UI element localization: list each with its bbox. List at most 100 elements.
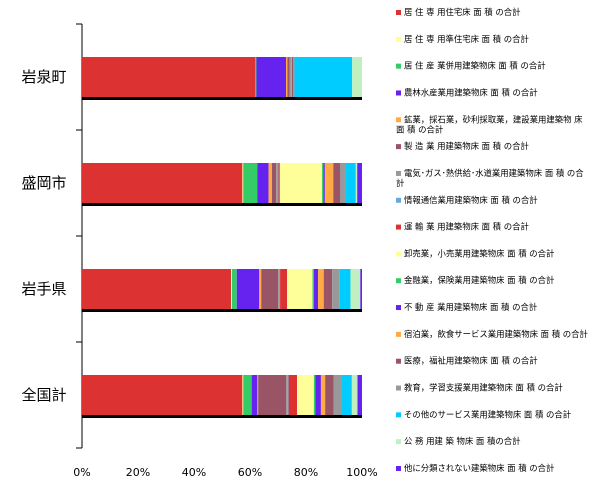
bar-segment: [287, 269, 313, 309]
bar-segment: [325, 375, 334, 415]
bar-segment: [355, 163, 358, 203]
bar-segment: [280, 269, 288, 309]
bar-segment: [333, 375, 343, 415]
x-tick-labels: 0% 20% 40% 60% 80% 100%: [73, 466, 377, 479]
legend-swatch: [396, 385, 401, 391]
bar-segment: [256, 57, 287, 97]
bar-segment: [345, 163, 356, 203]
legend-entry-label: 居 住 専 用住宅床 面 積 の合計: [404, 7, 520, 17]
bar-segment: [315, 375, 321, 415]
legend-swatch: [396, 358, 401, 364]
legend-swatch: [396, 466, 401, 471]
bar-segment: [286, 375, 288, 415]
bar-segment: [259, 269, 262, 309]
legend-swatch: [396, 10, 401, 15]
bar-segment: [242, 163, 244, 203]
legend-swatch: [396, 144, 401, 150]
legend-entry-label: 金融業，保険業用建築物床 面 積 の合計: [404, 275, 554, 285]
bar-segment: [257, 163, 269, 203]
bar-segment: [323, 269, 333, 309]
bar-segment: [286, 57, 288, 97]
bar-shadow: [82, 415, 362, 418]
category-label: 岩手県: [21, 280, 66, 298]
x-tick-label: 60%: [238, 466, 262, 479]
bar-segment: [287, 375, 289, 415]
x-tick-label: 80%: [294, 466, 318, 479]
x-tick-label: 100%: [346, 466, 377, 479]
legend-swatch: [396, 412, 401, 418]
bar-segment: [278, 163, 280, 203]
bar-segment: [318, 269, 324, 309]
bar-segment: [350, 269, 361, 309]
bar-segment: [289, 57, 292, 97]
legend-swatch: [396, 117, 401, 123]
legend-swatch: [396, 224, 401, 230]
bars: [82, 57, 362, 418]
bar-segment: [291, 57, 292, 97]
bar-segment: [255, 57, 257, 97]
bar-shadow: [82, 203, 362, 206]
bar-segment: [277, 163, 279, 203]
x-tick-label: 0%: [73, 466, 90, 479]
bar-segment: [236, 269, 260, 309]
bar-segment: [257, 375, 259, 415]
bar-segment: [243, 163, 258, 203]
legend-swatch: [396, 63, 401, 69]
bar-segment: [258, 375, 287, 415]
legend-swatch: [396, 278, 401, 284]
bar-segment: [278, 269, 280, 309]
legend-entry-label: 不 動 産 業用建築物床 面 積 の合計: [404, 302, 537, 312]
bar-segment: [82, 269, 232, 309]
bar-segment: [82, 163, 243, 203]
bar-segment: [333, 163, 341, 203]
bar-segment: [276, 163, 278, 203]
category-label: 全国計: [21, 386, 66, 404]
bar-segment: [82, 57, 256, 97]
bar-segment: [279, 163, 323, 203]
legend-entry-label: 他に分類されない建築物床 面 積 の合計: [404, 463, 554, 473]
legend-entry-label: 教育，学習支援業用建築物床 面 積 の合計: [404, 383, 563, 393]
bar-segment: [312, 269, 314, 309]
legend-entry-label: 製 造 業 用建築物床 面 積 の合計: [404, 141, 529, 151]
category-label: 盛岡市: [21, 174, 66, 192]
bar-segment: [271, 163, 277, 203]
bar-segment: [291, 57, 294, 97]
bar-segment: [296, 375, 314, 415]
bar-segment: [357, 163, 362, 203]
bar-segment: [287, 57, 290, 97]
legend-swatch: [396, 90, 401, 96]
legend-swatch: [396, 439, 401, 445]
category-label: 岩泉町: [21, 68, 66, 86]
bar-segment: [322, 163, 324, 203]
bar-segment: [320, 375, 326, 415]
bar-segment: [351, 375, 358, 415]
bar-segment: [251, 375, 258, 415]
bar-segment: [342, 375, 352, 415]
legend-entry-label: 医療，福祉用建築物床 面 積 の合計: [404, 356, 538, 366]
x-tick-label: 40%: [182, 466, 206, 479]
bar-segment: [243, 375, 252, 415]
legend-entry-label: 情報通信業用建築物床 面 積 の合計: [404, 195, 538, 205]
legend-swatch: [396, 331, 401, 337]
axes: [76, 23, 83, 449]
bar-segment: [242, 375, 244, 415]
legend-entry-label: その他のサービス業用建築物床 面 積 の合計: [404, 409, 571, 419]
bar-segment: [231, 269, 232, 309]
legend-swatch: [396, 197, 401, 203]
bar-segment: [313, 269, 319, 309]
bar-segment: [231, 269, 237, 309]
bar-shadow: [82, 97, 362, 100]
legend-entry-label: 居 住 専 用準住宅床 面 積 の合計: [404, 34, 529, 44]
bar-segment: [360, 269, 362, 309]
bar-segment: [313, 375, 316, 415]
x-tick-label: 20%: [126, 466, 150, 479]
legend-swatch: [396, 170, 401, 176]
legend-entry-label: 鉱業，採石業，砂利採取業，建設業用建築物 床 面 積 の合計: [396, 114, 585, 134]
legend-swatch: [396, 251, 401, 257]
bar-segment: [279, 269, 281, 309]
bar-segment: [323, 163, 325, 203]
legend-entry-label: 公 務 用建 築 物床 面 積の合計: [404, 436, 520, 446]
